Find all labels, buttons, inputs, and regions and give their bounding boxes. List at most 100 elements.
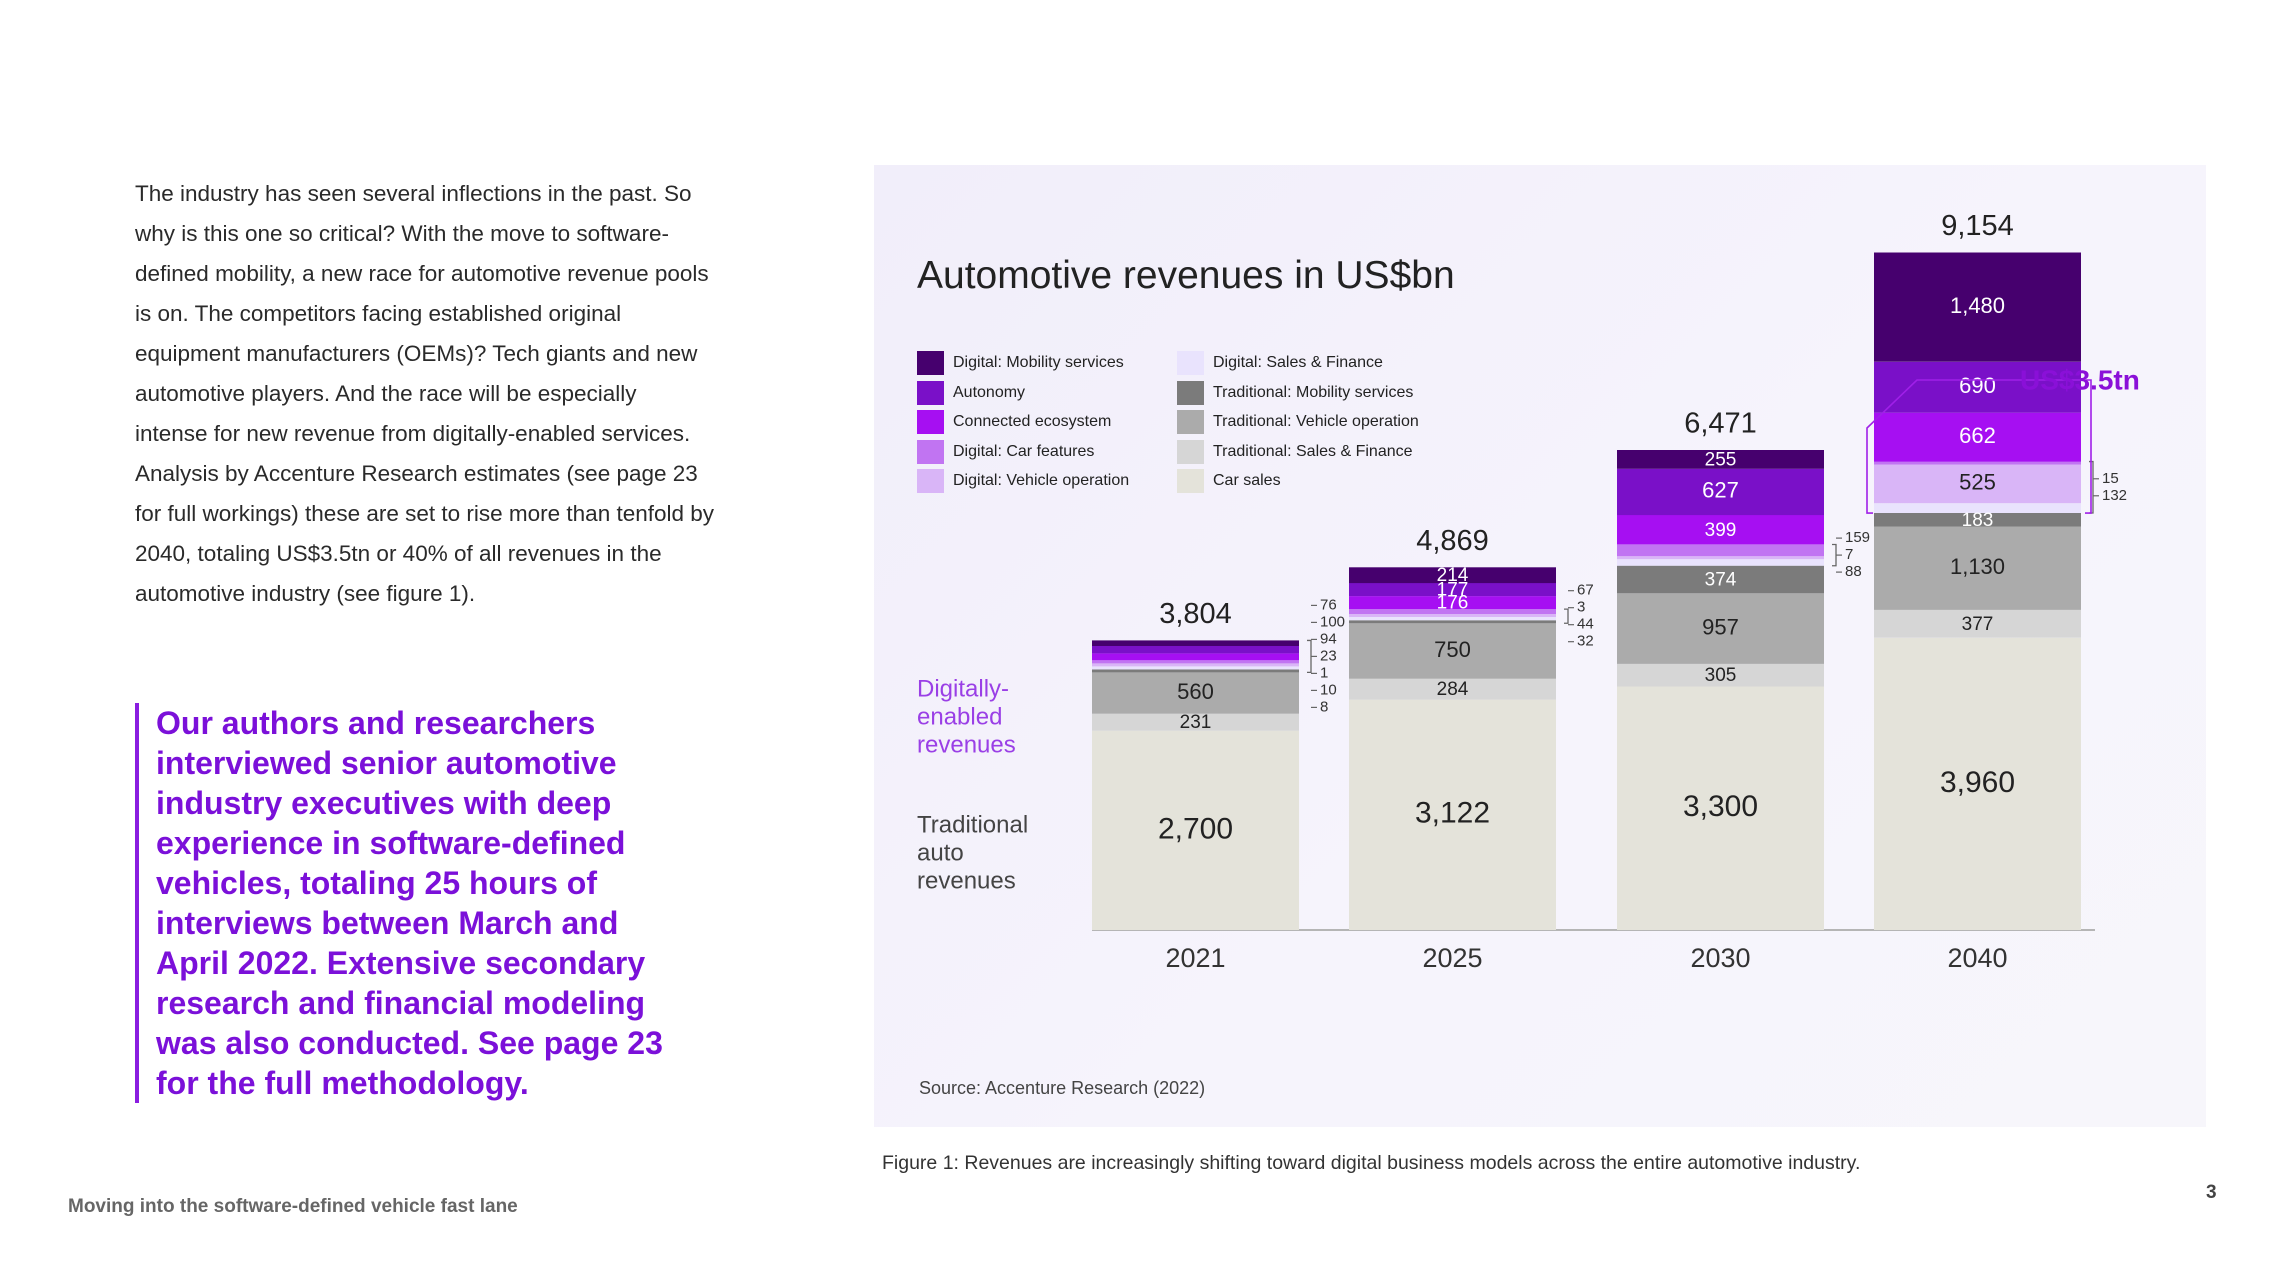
data-label-digital-mobility-services-2021: 76 xyxy=(1320,596,1337,613)
legend-swatch xyxy=(1177,351,1204,375)
data-label-car-sales-2040: 3,960 xyxy=(1940,766,2015,799)
group-label-traditional: Traditional xyxy=(917,811,1028,838)
data-label-digital-vehicle-operation-2025: 3 xyxy=(1577,599,1585,616)
legend-label: Traditional: Mobility services xyxy=(1213,383,1414,401)
bar-segment-digital-mobility-services-2040 xyxy=(1874,252,2081,362)
legend-swatch xyxy=(1177,410,1204,434)
data-label-autonomy-2030: 627 xyxy=(1702,478,1739,503)
legend-item-traditional-mobility-services: Traditional: Mobility services xyxy=(1177,380,1413,406)
bar-segment-autonomy-2021 xyxy=(1092,646,1299,654)
bar-segment-digital-mobility-services-2025 xyxy=(1349,567,1556,584)
bar-segment-traditional-mobility-services-2040 xyxy=(1874,513,2081,527)
bracket-2025 xyxy=(1564,608,1569,624)
bar-segment-traditional-mobility-services-2021 xyxy=(1092,669,1299,673)
legend-label: Digital: Mobility services xyxy=(953,354,1124,371)
legend-label: Car sales xyxy=(1213,472,1281,489)
legend-item-car-sales: Car sales xyxy=(1177,468,1281,494)
bar-segment-digital-vehicle-operation-2030 xyxy=(1617,556,1824,560)
data-label-traditional-mobility-services-2021: 8 xyxy=(1320,698,1328,715)
bar-segment-traditional-sales-finance-2021 xyxy=(1092,713,1299,731)
intro-paragraph: The industry has seen several inflection… xyxy=(135,181,715,606)
legend-item-digital-vehicle-operation: Digital: Vehicle operation xyxy=(917,468,1129,494)
legend-swatch xyxy=(1177,380,1204,405)
chart-source: Source: Accenture Research (2022) xyxy=(919,1078,1206,1098)
bar-segment-car-sales-2025 xyxy=(1349,699,1556,930)
legend-item-traditional-vehicle-operation: Traditional: Vehicle operation xyxy=(1177,409,1419,435)
legend-swatch xyxy=(1177,469,1204,493)
bar-segment-autonomy-2030 xyxy=(1617,468,1824,516)
data-label-car-sales-2030: 3,300 xyxy=(1683,790,1758,823)
group-label-traditional: auto xyxy=(917,839,964,866)
callout-bracket xyxy=(1866,379,2092,514)
legend-item-digital-sales-finance: Digital: Sales & Finance xyxy=(1177,350,1383,376)
data-label-digital-vehicle-operation-2021: 1 xyxy=(1320,664,1328,681)
legend-swatch xyxy=(917,410,944,434)
bar-segment-digital-vehicle-operation-2040 xyxy=(1874,464,2081,504)
bar-segment-digital-vehicle-operation-2025 xyxy=(1349,614,1556,617)
bar-segment-traditional-vehicle-operation-2030 xyxy=(1617,593,1824,664)
x-tick-label-2030: 2030 xyxy=(1690,943,1750,973)
data-label-car-sales-2025: 3,122 xyxy=(1415,797,1490,830)
bar-segment-digital-mobility-services-2030 xyxy=(1617,450,1824,469)
data-label-traditional-sales-finance-2030: 305 xyxy=(1705,665,1737,686)
figure-caption: Figure 1: Revenues are increasingly shif… xyxy=(882,1152,1861,1174)
bar-segment-traditional-vehicle-operation-2021 xyxy=(1092,672,1299,714)
legend-label: Connected ecosystem xyxy=(953,413,1112,430)
data-label-digital-vehicle-operation-2030: 7 xyxy=(1845,546,1853,563)
legend-swatch xyxy=(917,469,944,493)
data-label-digital-mobility-services-2025: 214 xyxy=(1437,565,1469,586)
bar-segment-autonomy-2025 xyxy=(1349,583,1556,597)
bar-segment-connected-ecosystem-2025 xyxy=(1349,596,1556,610)
bar-segment-car-sales-2021 xyxy=(1092,730,1299,930)
bar-segment-traditional-mobility-services-2030 xyxy=(1617,565,1824,594)
bar-segment-digital-sales-finance-2021 xyxy=(1092,666,1299,670)
group-label-digital: Digitally- xyxy=(917,675,1009,702)
data-label-traditional-sales-finance-2040: 377 xyxy=(1962,614,1994,635)
bracket-2021 xyxy=(1307,639,1312,674)
data-label-connected-ecosystem-2030: 399 xyxy=(1705,520,1737,541)
data-label-digital-car-features-2025: 67 xyxy=(1577,582,1594,599)
total-label-2040: 9,154 xyxy=(1941,210,2014,242)
x-tick-label-2040: 2040 xyxy=(1947,943,2007,973)
legend-item-digital-mobility-services: Digital: Mobility services xyxy=(917,350,1124,376)
bar-segment-traditional-sales-finance-2025 xyxy=(1349,678,1556,700)
data-label-digital-mobility-services-2030: 255 xyxy=(1705,449,1737,470)
bar-segment-traditional-vehicle-operation-2040 xyxy=(1874,526,2081,610)
bar-segment-digital-sales-finance-2030 xyxy=(1617,559,1824,566)
bar-segment-car-sales-2030 xyxy=(1617,686,1824,930)
bar-segment-traditional-mobility-services-2025 xyxy=(1349,620,1556,624)
legend-swatch xyxy=(917,439,944,464)
data-label-traditional-vehicle-operation-2021: 560 xyxy=(1177,679,1214,704)
data-label-traditional-vehicle-operation-2030: 957 xyxy=(1702,614,1739,639)
callout-label: US$3.5tn xyxy=(2020,364,2140,395)
legend-swatch xyxy=(917,351,944,375)
legend-item-traditional-sales-finance: Traditional: Sales & Finance xyxy=(1177,439,1413,465)
group-label-digital: enabled xyxy=(917,703,1002,730)
legend-item-digital-car-features: Digital: Car features xyxy=(917,439,1094,465)
data-label-digital-sales-finance-2021: 10 xyxy=(1320,681,1337,698)
legend-item-connected-ecosystem: Connected ecosystem xyxy=(917,409,1111,435)
bar-segment-digital-mobility-services-2021 xyxy=(1092,640,1299,646)
bar-segment-traditional-sales-finance-2040 xyxy=(1874,609,2081,638)
total-label-2025: 4,869 xyxy=(1416,525,1489,557)
x-tick-label-2021: 2021 xyxy=(1165,943,1225,973)
data-label-digital-car-features-2040: 15 xyxy=(2102,470,2119,487)
group-label-traditional: revenues xyxy=(917,867,1016,894)
bracket-2030 xyxy=(1832,543,1837,567)
data-label-connected-ecosystem-2025: 176 xyxy=(1437,593,1469,614)
bar-segment-digital-sales-finance-2025 xyxy=(1349,617,1556,621)
legend-label: Autonomy xyxy=(953,383,1026,401)
bar-segment-digital-car-features-2030 xyxy=(1617,544,1824,557)
bar-segment-digital-car-features-2021 xyxy=(1092,660,1299,664)
data-label-traditional-mobility-services-2030: 374 xyxy=(1705,570,1737,591)
chart-title: Automotive revenues in US$bn xyxy=(917,254,1455,297)
data-label-autonomy-2040: 690 xyxy=(1959,373,1996,398)
group-label-digital: revenues xyxy=(917,731,1016,758)
bar-segment-digital-vehicle-operation-2021 xyxy=(1092,663,1299,667)
page-number: 3 xyxy=(2206,1182,2217,1203)
legend-swatch xyxy=(917,380,944,405)
bar-segment-connected-ecosystem-2040 xyxy=(1874,412,2081,462)
legend-label: Digital: Vehicle operation xyxy=(953,472,1130,489)
bar-segment-connected-ecosystem-2030 xyxy=(1617,515,1824,545)
